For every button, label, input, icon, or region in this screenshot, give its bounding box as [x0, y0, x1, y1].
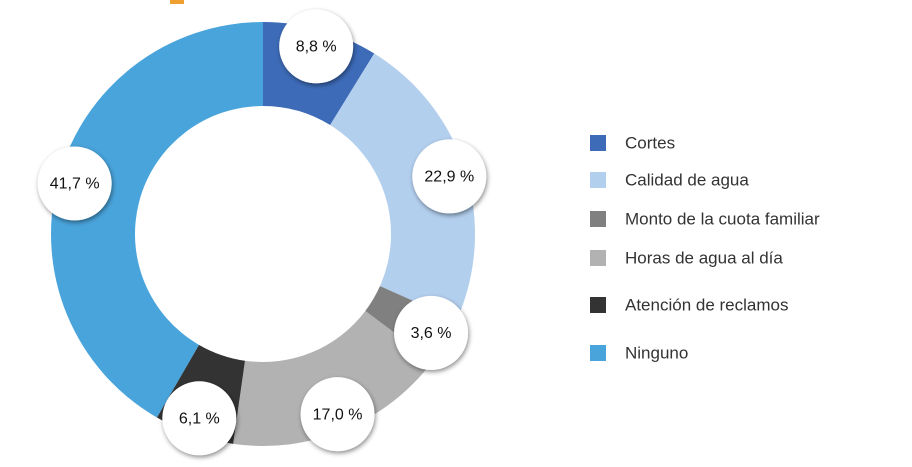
donut: [51, 22, 475, 446]
decoration: [170, 0, 184, 4]
label-bubble: [300, 377, 375, 452]
legend-swatch: [590, 345, 606, 361]
label-bubble: [162, 381, 237, 456]
legend-label: Ninguno: [625, 343, 688, 362]
data-label: 17,0 %: [313, 406, 363, 423]
legend-swatch: [590, 172, 606, 188]
legend-swatch: [590, 297, 606, 313]
legend-label: Calidad de agua: [625, 170, 749, 189]
label-bubble: [412, 139, 487, 214]
label-bubble: [279, 9, 354, 84]
data-labels: 8,8 % 22,9 % 3,6 % 17,0 % 6,1 % 41,7 %: [37, 9, 487, 456]
legend-swatch: [590, 135, 606, 151]
legend: Cortes Calidad de agua Monto de la cuota f…: [590, 133, 820, 362]
legend-label: Cortes: [625, 133, 675, 152]
data-label: 22,9 %: [424, 169, 474, 186]
data-label: 6,1 %: [179, 411, 220, 428]
legend-label: Atención de reclamos: [625, 295, 788, 314]
legend-label: Horas de agua al día: [625, 248, 783, 267]
data-label: 3,6 %: [411, 325, 452, 342]
slice: [330, 53, 475, 321]
label-bubble: [37, 146, 112, 221]
legend-swatch: [590, 250, 606, 266]
data-label: 8,8 %: [296, 39, 337, 56]
data-label: 41,7 %: [50, 176, 100, 193]
slice: [51, 22, 263, 418]
legend-label: Monto de la cuota familiar: [625, 209, 820, 228]
label-bubble: [394, 295, 469, 370]
legend-swatch: [590, 211, 606, 227]
